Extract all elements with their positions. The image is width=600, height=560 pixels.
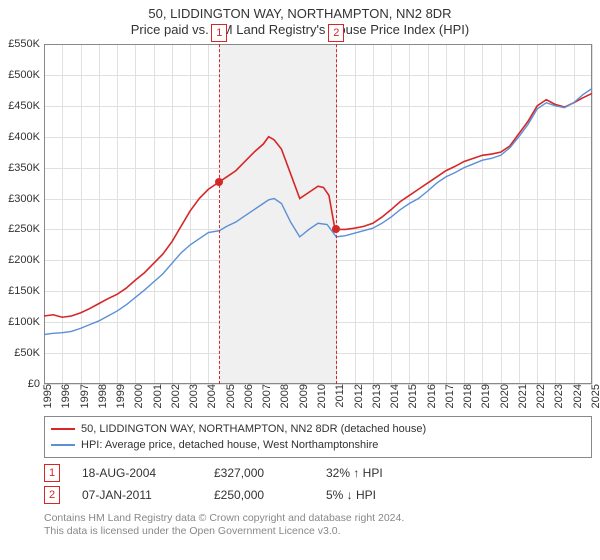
x-tick-label: 2019 xyxy=(478,384,492,408)
x-tick-label: 1995 xyxy=(40,384,54,408)
sale-vline xyxy=(336,24,337,384)
x-tick-label: 2009 xyxy=(296,384,310,408)
footnote-1: Contains HM Land Registry data © Crown c… xyxy=(44,512,592,525)
x-tick-label: 2005 xyxy=(223,384,237,408)
x-tick-label: 2014 xyxy=(387,384,401,408)
sale-number-box: 1 xyxy=(44,464,60,482)
x-tick-label: 2003 xyxy=(186,384,200,408)
sale-callout: 1 xyxy=(211,24,227,42)
x-tick-label: 1998 xyxy=(95,384,109,408)
x-tick-label: 2022 xyxy=(533,384,547,408)
title-block: 50, LIDDINGTON WAY, NORTHAMPTON, NN2 8DR… xyxy=(0,0,600,39)
y-tick-label: £100K xyxy=(8,316,44,328)
legend-label: 50, LIDDINGTON WAY, NORTHAMPTON, NN2 8DR… xyxy=(81,423,426,435)
x-tick-label: 2018 xyxy=(460,384,474,408)
footnote-2: This data is licensed under the Open Gov… xyxy=(44,525,592,538)
x-tick-label: 1999 xyxy=(113,384,127,408)
x-tick-label: 2017 xyxy=(442,384,456,408)
x-tick-label: 2010 xyxy=(314,384,328,408)
x-tick-label: 2023 xyxy=(551,384,565,408)
sale-row: 1 18-AUG-2004 £327,000 32% ↑ HPI xyxy=(44,462,592,484)
series-hpi xyxy=(44,89,592,335)
y-tick-label: £250K xyxy=(8,223,44,235)
y-tick-label: £350K xyxy=(8,162,44,174)
footnotes: Contains HM Land Registry data © Crown c… xyxy=(44,512,592,538)
x-tick-label: 1996 xyxy=(58,384,72,408)
legend: 50, LIDDINGTON WAY, NORTHAMPTON, NN2 8DR… xyxy=(44,416,592,458)
x-tick-label: 2021 xyxy=(515,384,529,408)
series-price_paid xyxy=(44,93,592,317)
gridline-v xyxy=(592,44,593,384)
sale-row: 2 07-JAN-2011 £250,000 5% ↓ HPI xyxy=(44,484,592,506)
sale-number-box: 2 xyxy=(44,486,60,504)
x-tick-label: 2015 xyxy=(405,384,419,408)
x-tick-label: 2002 xyxy=(168,384,182,408)
x-tick-label: 2025 xyxy=(588,384,600,408)
legend-swatch xyxy=(51,444,75,446)
legend-swatch xyxy=(51,428,75,430)
x-tick-label: 2016 xyxy=(424,384,438,408)
chart-area: £0£50K£100K£150K£200K£250K£300K£350K£400… xyxy=(44,44,592,384)
y-tick-label: £550K xyxy=(8,38,44,50)
sale-date: 07-JAN-2011 xyxy=(82,488,192,502)
sale-date: 18-AUG-2004 xyxy=(82,466,192,480)
sale-marker xyxy=(332,225,340,233)
x-tick-label: 2011 xyxy=(332,384,346,408)
legend-label: HPI: Average price, detached house, West… xyxy=(81,439,378,451)
x-tick-label: 2007 xyxy=(259,384,273,408)
x-tick-label: 2012 xyxy=(351,384,365,408)
y-tick-label: £300K xyxy=(8,193,44,205)
sale-pct: 5% ↓ HPI xyxy=(326,488,416,502)
sales-table: 1 18-AUG-2004 £327,000 32% ↑ HPI 2 07-JAN-201… xyxy=(44,462,592,506)
chart-container: 50, LIDDINGTON WAY, NORTHAMPTON, NN2 8DR… xyxy=(0,0,600,560)
sale-marker xyxy=(215,178,223,186)
sale-callout: 2 xyxy=(328,24,344,42)
y-tick-label: £150K xyxy=(8,285,44,297)
y-tick-label: £200K xyxy=(8,254,44,266)
x-tick-label: 2008 xyxy=(277,384,291,408)
x-tick-label: 1997 xyxy=(77,384,91,408)
legend-row: HPI: Average price, detached house, West… xyxy=(51,437,585,453)
sale-price: £327,000 xyxy=(214,466,304,480)
y-tick-label: £50K xyxy=(14,347,44,359)
sale-pct: 32% ↑ HPI xyxy=(326,466,416,480)
title-line-2: Price paid vs. HM Land Registry's House … xyxy=(0,22,600,38)
x-tick-label: 2006 xyxy=(241,384,255,408)
x-tick-label: 2001 xyxy=(150,384,164,408)
x-tick-label: 2013 xyxy=(369,384,383,408)
legend-row: 50, LIDDINGTON WAY, NORTHAMPTON, NN2 8DR… xyxy=(51,421,585,437)
y-tick-label: £400K xyxy=(8,131,44,143)
sale-price: £250,000 xyxy=(214,488,304,502)
y-tick-label: £500K xyxy=(8,69,44,81)
x-tick-label: 2004 xyxy=(204,384,218,408)
y-tick-label: £450K xyxy=(8,100,44,112)
title-line-1: 50, LIDDINGTON WAY, NORTHAMPTON, NN2 8DR xyxy=(0,6,600,22)
sale-vline xyxy=(219,24,220,384)
x-tick-label: 2024 xyxy=(570,384,584,408)
x-tick-label: 2000 xyxy=(131,384,145,408)
chart-svg xyxy=(44,44,592,384)
x-tick-label: 2020 xyxy=(497,384,511,408)
